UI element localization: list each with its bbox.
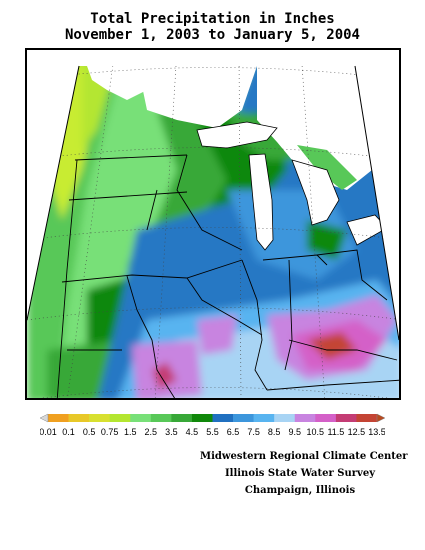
legend-label: 11.5	[327, 427, 344, 437]
legend-swatch	[109, 414, 131, 422]
legend-swatch	[253, 414, 275, 422]
legend-label: 2.5	[145, 427, 158, 437]
legend-swatch	[68, 414, 90, 422]
legend-swatch	[274, 414, 296, 422]
legend-label: 12.5	[348, 427, 366, 437]
legend-label: 0.5	[83, 427, 96, 437]
legend-swatch	[356, 414, 378, 422]
legend-label: 0.01	[40, 427, 57, 437]
legend-swatch	[212, 414, 234, 422]
legend-label: 1.5	[124, 427, 137, 437]
legend-low-arrow	[40, 413, 49, 423]
legend-high-arrow	[376, 413, 385, 423]
legend-swatch	[191, 414, 213, 422]
legend-swatch	[89, 414, 110, 422]
legend-label: 3.5	[165, 427, 178, 437]
legend-label: 9.5	[288, 427, 301, 437]
legend-label: 6.5	[227, 427, 240, 437]
legend-label: 0.75	[101, 427, 119, 437]
legend-label: 7.5	[247, 427, 260, 437]
legend-label: 4.5	[186, 427, 199, 437]
legend-swatch	[130, 414, 152, 422]
legend-swatch	[233, 414, 254, 422]
precipitation-contours	[27, 66, 399, 398]
legend-label: 13.5	[368, 427, 385, 437]
legend-labels: 0.01 0.1 0.5 0.75 1.5 2.5 3.5 4.5 5.5 6.5 7.5 8.5 9.…	[40, 427, 385, 437]
legend-swatches	[48, 414, 378, 422]
credit-survey: Illinois State Water Survey	[224, 468, 376, 479]
precipitation-map-canvas	[27, 65, 399, 398]
precipitation-legend: 0.01 0.1 0.5 0.75 1.5 2.5 3.5 4.5 5.5 6.5 7.5 8.5 9.…	[40, 413, 385, 437]
legend-label: 0.1	[62, 427, 75, 437]
legend-label: 5.5	[206, 427, 219, 437]
credit-location: Champaign, Illinois	[244, 485, 356, 496]
legend-swatch	[294, 414, 316, 422]
legend-swatch	[335, 414, 357, 422]
legend-label: 10.5	[307, 427, 325, 437]
map-title: Total Precipitation in Inches	[90, 11, 335, 27]
legend-swatch	[150, 414, 172, 422]
map-date-range: November 1, 2003 to January 5, 2004	[64, 27, 360, 43]
credit-organization: Midwestern Regional Climate Center	[200, 451, 408, 462]
legend-swatch	[315, 414, 337, 422]
state-boundaries	[56, 154, 399, 398]
legend-label: 8.5	[268, 427, 281, 437]
legend-swatch	[48, 414, 69, 422]
precipitation-map	[25, 48, 401, 400]
legend-swatch	[171, 414, 193, 422]
